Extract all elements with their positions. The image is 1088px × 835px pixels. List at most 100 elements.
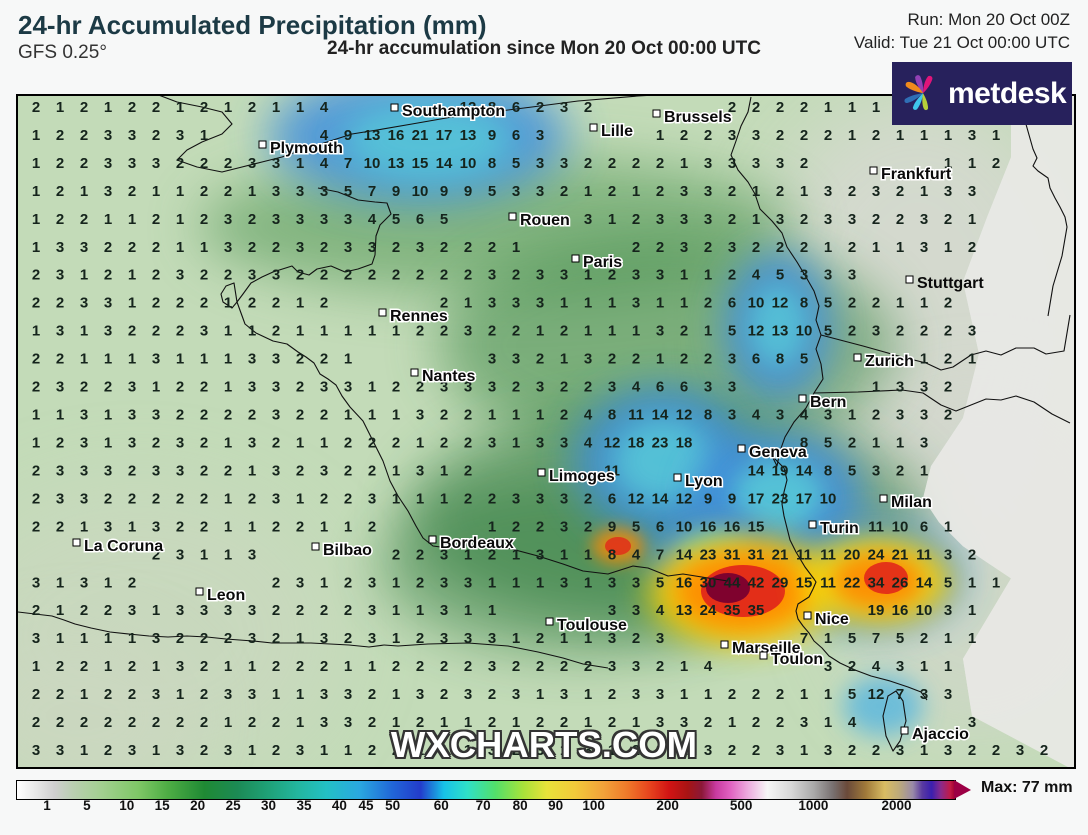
svg-text:9: 9 bbox=[440, 183, 448, 200]
svg-text:3: 3 bbox=[344, 686, 352, 703]
svg-text:2: 2 bbox=[560, 379, 568, 396]
svg-text:3: 3 bbox=[296, 183, 304, 200]
svg-text:3: 3 bbox=[56, 379, 64, 396]
svg-text:3: 3 bbox=[272, 490, 280, 507]
svg-text:1: 1 bbox=[920, 351, 928, 368]
svg-text:3: 3 bbox=[152, 407, 160, 424]
svg-text:3: 3 bbox=[272, 267, 280, 284]
svg-text:2: 2 bbox=[104, 490, 112, 507]
svg-text:2: 2 bbox=[32, 602, 40, 619]
svg-text:2: 2 bbox=[320, 490, 328, 507]
svg-text:3: 3 bbox=[104, 155, 112, 172]
svg-text:7: 7 bbox=[656, 546, 664, 563]
svg-text:5: 5 bbox=[392, 211, 400, 228]
svg-text:31: 31 bbox=[748, 546, 765, 563]
svg-text:3: 3 bbox=[896, 379, 904, 396]
svg-text:21: 21 bbox=[892, 546, 909, 563]
svg-text:1: 1 bbox=[224, 518, 232, 535]
svg-text:9: 9 bbox=[608, 518, 616, 535]
svg-text:9: 9 bbox=[704, 490, 712, 507]
svg-text:2: 2 bbox=[896, 183, 904, 200]
svg-text:11: 11 bbox=[628, 407, 644, 424]
svg-text:3: 3 bbox=[800, 267, 808, 284]
svg-text:31: 31 bbox=[724, 546, 741, 563]
svg-text:2: 2 bbox=[248, 239, 256, 256]
svg-text:2: 2 bbox=[320, 295, 328, 312]
svg-text:2: 2 bbox=[848, 658, 856, 675]
svg-text:2: 2 bbox=[176, 323, 184, 340]
svg-text:2: 2 bbox=[200, 99, 208, 116]
svg-text:3: 3 bbox=[704, 155, 712, 172]
svg-text:2: 2 bbox=[56, 211, 64, 228]
svg-text:3: 3 bbox=[632, 602, 640, 619]
svg-text:2: 2 bbox=[632, 155, 640, 172]
svg-text:3: 3 bbox=[416, 686, 424, 703]
svg-text:2: 2 bbox=[392, 239, 400, 256]
svg-text:3: 3 bbox=[200, 602, 208, 619]
svg-text:2: 2 bbox=[440, 323, 448, 340]
svg-text:2: 2 bbox=[320, 407, 328, 424]
svg-text:3: 3 bbox=[224, 211, 232, 228]
svg-text:3: 3 bbox=[488, 295, 496, 312]
svg-text:3: 3 bbox=[248, 155, 256, 172]
svg-text:2: 2 bbox=[392, 435, 400, 452]
svg-text:1: 1 bbox=[176, 183, 184, 200]
svg-text:3: 3 bbox=[680, 239, 688, 256]
svg-text:3: 3 bbox=[104, 518, 112, 535]
svg-text:3: 3 bbox=[128, 155, 136, 172]
svg-text:3: 3 bbox=[680, 183, 688, 200]
svg-text:3: 3 bbox=[536, 155, 544, 172]
svg-text:4: 4 bbox=[752, 407, 761, 424]
svg-text:1: 1 bbox=[152, 602, 160, 619]
svg-text:1: 1 bbox=[152, 379, 160, 396]
svg-text:1: 1 bbox=[512, 574, 520, 591]
svg-text:2: 2 bbox=[80, 211, 88, 228]
svg-text:2: 2 bbox=[392, 379, 400, 396]
svg-text:2: 2 bbox=[872, 295, 880, 312]
svg-text:2: 2 bbox=[296, 658, 304, 675]
svg-text:2: 2 bbox=[416, 630, 424, 647]
svg-text:2: 2 bbox=[272, 518, 280, 535]
svg-text:2: 2 bbox=[392, 267, 400, 284]
svg-text:1: 1 bbox=[584, 323, 592, 340]
svg-text:1: 1 bbox=[224, 351, 232, 368]
svg-text:2: 2 bbox=[128, 686, 136, 703]
svg-text:1: 1 bbox=[296, 295, 304, 312]
svg-text:10: 10 bbox=[748, 295, 765, 312]
svg-text:3: 3 bbox=[104, 295, 112, 312]
svg-text:3: 3 bbox=[704, 183, 712, 200]
svg-text:13: 13 bbox=[388, 155, 405, 172]
svg-text:1: 1 bbox=[920, 183, 928, 200]
svg-text:1: 1 bbox=[80, 183, 88, 200]
svg-text:3: 3 bbox=[176, 435, 184, 452]
svg-text:5: 5 bbox=[800, 351, 808, 368]
svg-text:1: 1 bbox=[392, 323, 400, 340]
svg-text:2: 2 bbox=[704, 351, 712, 368]
svg-text:1: 1 bbox=[512, 630, 520, 647]
svg-text:2: 2 bbox=[752, 99, 760, 116]
svg-text:7: 7 bbox=[872, 630, 880, 647]
svg-text:3: 3 bbox=[536, 183, 544, 200]
svg-text:2: 2 bbox=[200, 155, 208, 172]
svg-text:1: 1 bbox=[128, 630, 136, 647]
svg-text:2: 2 bbox=[656, 658, 664, 675]
svg-text:14: 14 bbox=[796, 462, 813, 479]
svg-text:11: 11 bbox=[820, 546, 836, 563]
svg-text:2: 2 bbox=[752, 239, 760, 256]
svg-text:3: 3 bbox=[464, 686, 472, 703]
svg-text:4: 4 bbox=[320, 155, 329, 172]
svg-text:2: 2 bbox=[728, 183, 736, 200]
svg-text:1: 1 bbox=[824, 239, 832, 256]
svg-text:2: 2 bbox=[368, 462, 376, 479]
svg-text:2: 2 bbox=[152, 323, 160, 340]
svg-text:3: 3 bbox=[344, 239, 352, 256]
svg-text:Turin: Turin bbox=[820, 520, 859, 537]
svg-text:3: 3 bbox=[632, 295, 640, 312]
svg-text:2: 2 bbox=[152, 435, 160, 452]
svg-text:19: 19 bbox=[772, 462, 789, 479]
svg-text:3: 3 bbox=[512, 686, 520, 703]
svg-text:3: 3 bbox=[560, 155, 568, 172]
svg-text:2: 2 bbox=[176, 630, 184, 647]
svg-text:1: 1 bbox=[968, 211, 976, 228]
svg-text:1: 1 bbox=[128, 518, 136, 535]
